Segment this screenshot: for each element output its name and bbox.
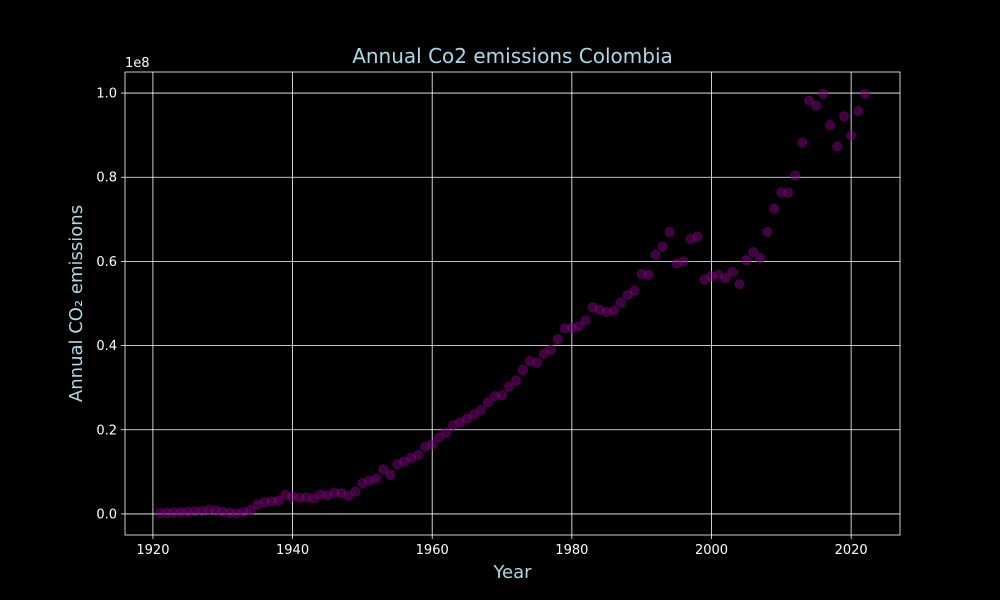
data-point (245, 505, 256, 516)
grid (125, 72, 900, 535)
data-point (811, 100, 822, 111)
y-tick-label: 0.4 (96, 339, 117, 354)
data-point (608, 305, 619, 316)
data-point (434, 432, 445, 443)
y-tick-label: 1.0 (96, 87, 117, 102)
data-point (692, 231, 703, 242)
y-axis-offset-text: 1e8 (125, 56, 150, 71)
data-point (350, 486, 361, 497)
data-point (818, 88, 829, 99)
data-point (860, 88, 871, 99)
data-point (497, 390, 508, 401)
data-point (650, 249, 661, 260)
data-point (504, 381, 515, 392)
data-point (371, 473, 382, 484)
data-point (678, 256, 689, 267)
y-axis-ticks: 0.0 0.2 0.4 0.6 0.8 1.0 (96, 87, 125, 522)
data-point (783, 187, 794, 198)
data-point (727, 266, 738, 277)
data-point (748, 247, 759, 258)
data-point (643, 269, 654, 280)
data-point (469, 409, 480, 420)
data-point (441, 427, 452, 438)
data-point (797, 137, 808, 148)
data-point (825, 120, 836, 131)
data-point (741, 255, 752, 266)
y-tick-label: 0.8 (96, 171, 117, 186)
data-point (629, 285, 640, 296)
data-point (664, 226, 675, 237)
data-point (510, 375, 521, 386)
data-point (413, 450, 424, 461)
y-axis-label: Annual CO₂ emissions (66, 205, 87, 402)
x-tick-label: 1960 (416, 543, 449, 558)
y-tick-label: 0.2 (96, 423, 117, 438)
data-point (545, 344, 556, 355)
data-point (853, 106, 864, 117)
data-point (657, 241, 668, 252)
data-point (769, 203, 780, 214)
data-point (552, 334, 563, 345)
data-point (790, 170, 801, 181)
x-axis-ticks: 1920 1940 1960 1980 2000 2020 (136, 535, 868, 558)
data-point (378, 464, 389, 475)
y-tick-label: 0.0 (96, 507, 117, 522)
data-point (762, 226, 773, 237)
data-point (580, 315, 591, 326)
data-point (573, 321, 584, 332)
data-point (273, 495, 284, 506)
data-point (385, 469, 396, 480)
x-tick-label: 2000 (695, 543, 728, 558)
plot-frame (124, 71, 901, 536)
data-point (832, 141, 843, 152)
data-point (720, 273, 731, 284)
data-point (804, 95, 815, 106)
x-tick-label: 1920 (136, 543, 169, 558)
y-tick-label: 0.6 (96, 255, 117, 270)
data-point (483, 397, 494, 408)
chart-title: Annual Co2 emissions Colombia (352, 44, 673, 68)
x-tick-label: 1940 (276, 543, 309, 558)
data-points (154, 88, 871, 519)
data-point (531, 357, 542, 368)
data-point (427, 439, 438, 450)
data-point (734, 279, 745, 290)
x-tick-label: 2020 (835, 543, 868, 558)
data-point (846, 130, 857, 141)
data-point (615, 297, 626, 308)
data-point (839, 111, 850, 122)
x-tick-label: 1980 (555, 543, 588, 558)
x-axis-label: Year (492, 562, 532, 583)
data-point (755, 253, 766, 264)
data-point (476, 404, 487, 415)
data-point (517, 365, 528, 376)
